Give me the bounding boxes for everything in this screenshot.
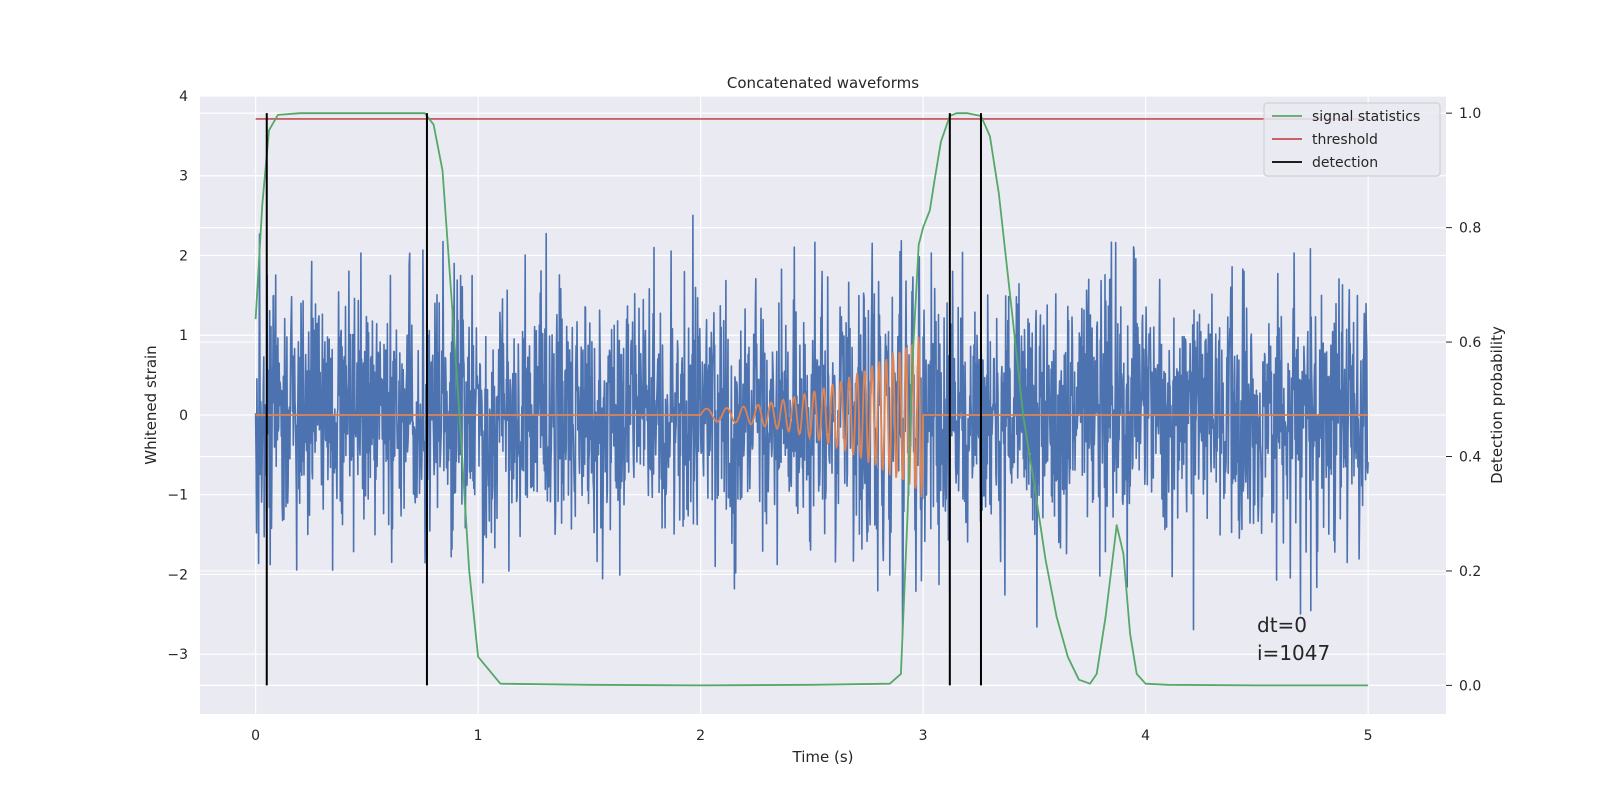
y2-tick-label: 1.0: [1459, 106, 1481, 122]
annotation-dt: dt=0: [1257, 613, 1307, 637]
chart-title: Concatenated waveforms: [727, 74, 919, 92]
ticks: 0 1 2 3 4 5 −3 −2 −1 0 1 2 3 4 0.0 0.2 0.4 0.6 0.8 1.0: [167, 89, 1481, 744]
y2-tick-label: 0.6: [1459, 335, 1481, 351]
x-tick-label: 2: [696, 728, 705, 744]
x-tick-label: 0: [251, 728, 260, 744]
annotation-index: i=1047: [1257, 641, 1330, 665]
legend-label-detection: detection: [1312, 155, 1378, 171]
y-tick-label: −3: [167, 647, 188, 663]
strain-series-line: [254, 214, 1369, 637]
x-tick-label: 1: [474, 728, 483, 744]
y-tick-label: 3: [179, 169, 188, 185]
legend-label-signal-statistics: signal statistics: [1312, 109, 1420, 125]
x-tick-label: 5: [1364, 728, 1373, 744]
y-tick-label: 4: [179, 89, 188, 105]
y2-tick-label: 0.2: [1459, 564, 1481, 580]
chirp-series-line: [255, 336, 1369, 498]
y-axis-label: Whitened strain: [142, 345, 160, 464]
x-tick-label: 3: [919, 728, 928, 744]
legend: signal statistics threshold detection: [1263, 102, 1441, 177]
plot-lines: [254, 112, 1369, 687]
y2-tick-label: 0.8: [1459, 221, 1481, 237]
y2-tick-label: 0.4: [1459, 450, 1481, 466]
y-tick-label: −1: [167, 488, 188, 504]
y-tick-label: 1: [179, 328, 188, 344]
y2-axis-label: Detection probability: [1488, 326, 1506, 484]
y-tick-label: 2: [179, 248, 188, 264]
y-tick-label: 0: [179, 408, 188, 424]
y-tick-label: −2: [167, 567, 188, 583]
x-tick-label: 4: [1141, 728, 1150, 744]
y2-tick-label: 0.0: [1459, 678, 1481, 694]
signal-statistics-line: [254, 112, 1369, 687]
legend-box: [1263, 102, 1441, 177]
legend-label-threshold: threshold: [1312, 132, 1378, 148]
x-axis-label: Time (s): [792, 748, 854, 766]
